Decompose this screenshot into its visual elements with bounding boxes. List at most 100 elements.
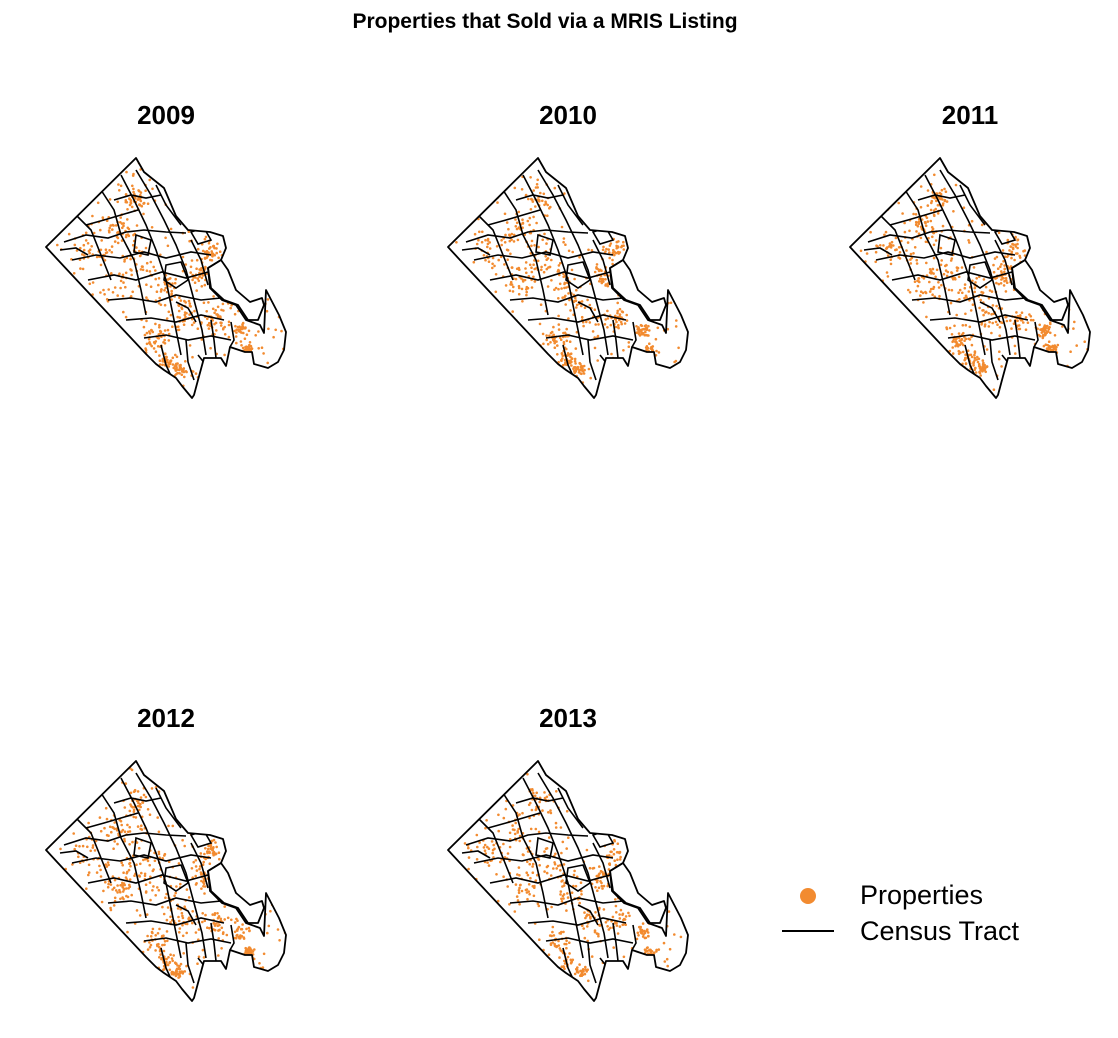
property-point <box>589 376 592 380</box>
property-point <box>957 275 961 279</box>
property-point <box>170 289 173 293</box>
property-point <box>201 273 204 277</box>
property-point <box>119 286 122 290</box>
property-point <box>963 358 966 362</box>
property-point <box>212 922 215 925</box>
property-point <box>68 936 71 939</box>
property-point <box>621 913 624 917</box>
property-point <box>1083 216 1087 219</box>
property-point <box>240 344 243 347</box>
property-point <box>522 364 525 368</box>
property-point <box>266 209 270 212</box>
property-point <box>1019 375 1022 379</box>
property-point <box>894 236 898 240</box>
property-point <box>538 389 541 393</box>
property-point <box>91 313 94 316</box>
property-point <box>179 363 182 367</box>
property-point <box>1014 210 1017 214</box>
property-point <box>537 830 541 834</box>
property-point <box>83 181 87 184</box>
property-point <box>254 334 257 337</box>
property-point <box>967 290 971 293</box>
property-point <box>181 838 184 842</box>
census-tract-boundary <box>577 904 599 926</box>
property-point <box>948 349 952 353</box>
property-point <box>596 812 600 815</box>
property-point <box>223 353 226 357</box>
property-point <box>274 158 278 160</box>
property-point <box>1052 355 1055 359</box>
property-point <box>129 268 132 271</box>
property-point <box>612 848 616 851</box>
property-point <box>196 962 199 965</box>
property-point <box>152 341 156 344</box>
property-point <box>201 948 205 952</box>
property-point <box>608 256 611 260</box>
property-point <box>192 860 195 864</box>
property-point <box>177 919 181 923</box>
property-point <box>223 333 227 336</box>
property-point <box>132 190 135 194</box>
property-point <box>255 876 258 879</box>
property-point <box>957 332 961 335</box>
census-tract-boundary <box>135 169 207 356</box>
property-point <box>1047 273 1050 276</box>
property-point <box>992 388 996 391</box>
property-point <box>241 846 245 850</box>
property-point <box>571 250 574 254</box>
property-point <box>593 930 597 934</box>
census-tract-boundary <box>889 209 943 226</box>
property-point <box>145 283 148 286</box>
property-point <box>184 360 187 363</box>
property-point <box>142 212 145 216</box>
property-point <box>606 282 610 285</box>
property-point <box>529 208 533 211</box>
property-point <box>284 394 286 398</box>
property-point <box>455 158 459 161</box>
property-point <box>230 997 234 1000</box>
property-point <box>169 921 172 924</box>
property-point <box>201 912 204 915</box>
property-point <box>506 248 510 252</box>
property-point <box>869 230 872 234</box>
legend: Properties Census Tract <box>780 878 1080 958</box>
property-point <box>494 925 497 928</box>
property-point <box>141 801 144 804</box>
property-point <box>597 934 600 938</box>
property-point <box>448 776 450 779</box>
property-point <box>624 923 627 926</box>
property-point <box>982 278 986 281</box>
property-point <box>559 338 563 341</box>
property-point <box>225 977 228 980</box>
property-point <box>1047 340 1051 343</box>
property-point <box>181 916 185 920</box>
property-point <box>563 967 566 971</box>
property-point <box>603 323 607 326</box>
property-point <box>124 876 128 879</box>
property-point <box>1055 274 1059 277</box>
property-point <box>566 896 570 899</box>
property-point <box>614 379 617 382</box>
property-point <box>554 826 558 829</box>
property-point <box>216 305 220 309</box>
census-tract-boundary <box>461 247 491 256</box>
property-point <box>573 972 577 976</box>
property-point <box>545 338 548 342</box>
census-tract-boundary <box>565 261 591 289</box>
property-point <box>922 277 926 280</box>
property-point <box>643 948 647 951</box>
property-point <box>152 347 156 350</box>
property-point <box>191 910 194 913</box>
property-point <box>231 378 234 381</box>
property-point <box>195 882 198 885</box>
property-point <box>279 294 283 297</box>
census-tract-boundary <box>1033 321 1039 348</box>
property-point <box>988 320 991 324</box>
property-point <box>1001 249 1005 252</box>
property-point <box>181 972 185 975</box>
property-point <box>65 931 68 934</box>
property-point <box>850 299 853 302</box>
property-point <box>631 381 635 385</box>
property-point <box>144 891 148 894</box>
property-point <box>639 222 642 225</box>
